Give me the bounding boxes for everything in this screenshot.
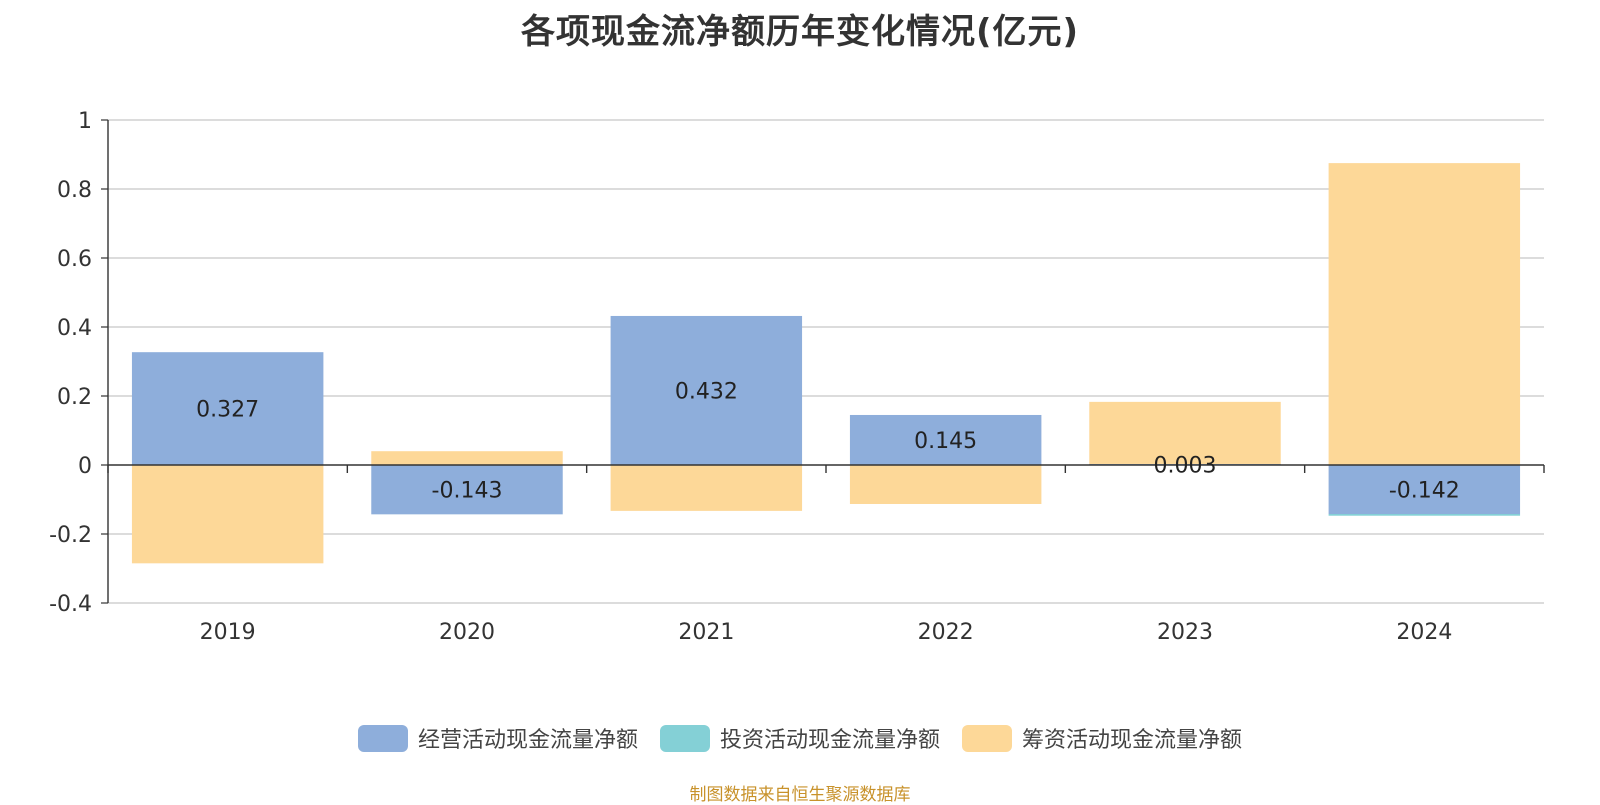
bar-financing-2023 — [1089, 401, 1281, 464]
data-label: 0.003 — [1154, 453, 1217, 478]
x-tick-label: 2021 — [678, 620, 734, 645]
data-label: -0.142 — [1389, 478, 1460, 503]
bar-financing-2022 — [849, 465, 1042, 504]
source-note: 制图数据来自恒生聚源数据库 — [689, 785, 911, 805]
data-label: -0.143 — [432, 479, 503, 504]
bar-investing-2024 — [1328, 513, 1521, 516]
data-label: 0.327 — [196, 398, 259, 423]
y-tick-label: 0.4 — [57, 316, 92, 341]
legend-swatch-operating — [357, 724, 408, 752]
legend-label-operating: 经营活动现金流量净额 — [417, 728, 638, 753]
axes: -0.4 -0.2 0 0.2 0.4 0.6 0.8 1 2019 2020 2021 2022 20… — [49, 109, 1545, 645]
legend-item-financing[interactable]: 筹资活动现金流量净额 — [962, 722, 1242, 754]
x-tick-label: 2022 — [918, 620, 974, 645]
legend-label-financing: 筹资活动现金流量净额 — [1022, 728, 1243, 753]
data-labels: 0.327 -0.143 0.432 0.145 0.003 -0.142 — [196, 379, 1460, 503]
y-tick-label: 0.8 — [57, 178, 92, 203]
legend-item-operating[interactable]: 经营活动现金流量净额 — [357, 722, 638, 754]
x-tick-label: 2019 — [200, 620, 256, 645]
y-tick-label: 0 — [78, 454, 92, 479]
y-tick-label: 0.2 — [57, 385, 92, 410]
y-tick-label: 1 — [78, 109, 92, 134]
legend-label-investing: 投资活动现金流量净额 — [719, 728, 940, 753]
data-label: 0.432 — [675, 379, 738, 404]
bars — [131, 163, 1521, 564]
bar-operating-2021 — [610, 315, 803, 465]
legend-swatch-financing — [962, 724, 1012, 752]
y-tick-label: -0.2 — [49, 523, 92, 548]
bar-operating-2019 — [131, 352, 324, 465]
data-label: 0.145 — [914, 429, 977, 454]
bar-financing-2024 — [1328, 163, 1521, 465]
y-tick-label: -0.4 — [49, 592, 92, 617]
bar-operating-2022 — [849, 414, 1042, 465]
y-tick-label: 0.6 — [57, 247, 92, 272]
legend-swatch-investing — [659, 724, 710, 752]
bar-financing-2021 — [610, 465, 803, 511]
legend: 经营活动现金流量净额 投资活动现金流量净额 筹资活动现金流量净额 — [0, 722, 1600, 754]
bar-financing-2019 — [131, 465, 324, 564]
x-tick-label: 2024 — [1396, 620, 1452, 645]
bar-operating-2024 — [1328, 465, 1521, 514]
bar-operating-2020 — [371, 465, 563, 515]
legend-item-investing[interactable]: 投资活动现金流量净额 — [659, 722, 940, 754]
grid-lines — [108, 119, 1544, 604]
x-tick-label: 2023 — [1157, 620, 1213, 645]
bar-financing-2020 — [371, 451, 563, 465]
chart-title: 各项现金流净额历年变化情况(亿元) — [520, 12, 1080, 52]
x-tick-label: 2020 — [439, 620, 495, 645]
